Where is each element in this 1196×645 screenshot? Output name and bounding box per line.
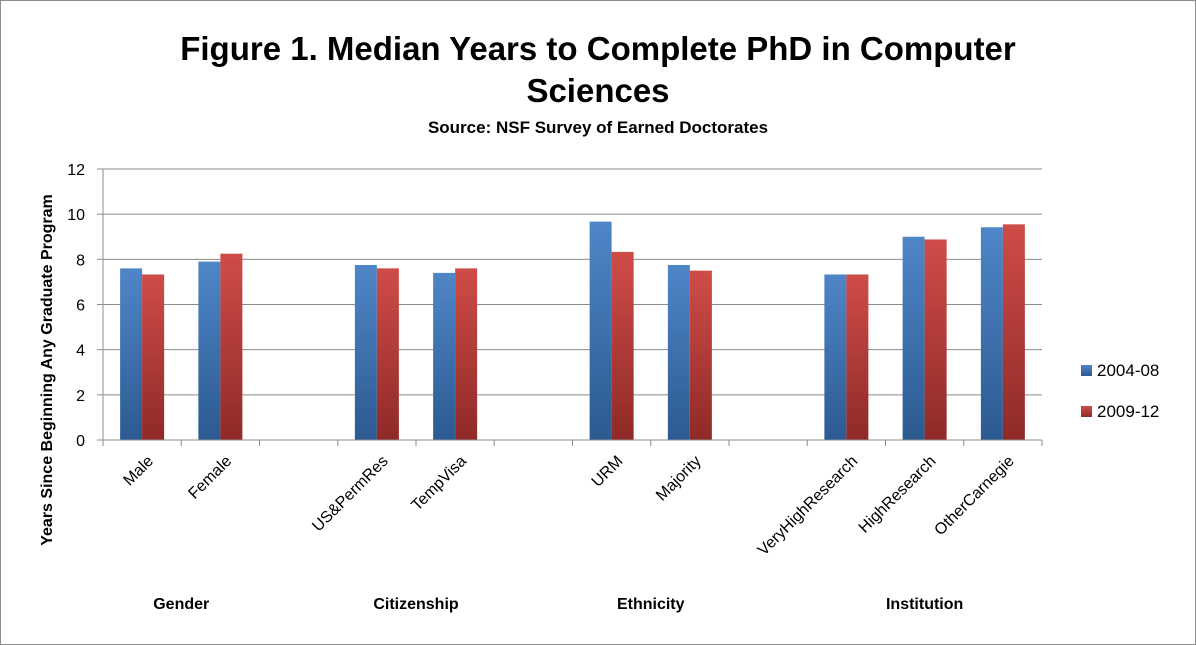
x-category-label: OtherCarnegie xyxy=(931,453,1017,539)
x-category-label: Female xyxy=(185,453,235,503)
bar-2004-08-HighResearch xyxy=(902,236,925,440)
bar-2009-12-HighResearch xyxy=(924,239,947,440)
legend-swatch xyxy=(1081,365,1092,376)
y-tick-label: 8 xyxy=(76,252,85,269)
group-label: Citizenship xyxy=(373,596,459,613)
x-category-label: Male xyxy=(120,453,157,490)
y-tick-label: 10 xyxy=(67,207,85,224)
chart-title-line-1: Figure 1. Median Years to Complete PhD i… xyxy=(180,30,1016,67)
x-category-labels: Male Female US&PermRes TempVisa URM Majority V… xyxy=(120,453,1017,559)
y-tick-label: 0 xyxy=(76,433,85,450)
bar-2009-12-OtherCarnegie xyxy=(1002,224,1025,440)
bar-2009-12-TempVisa xyxy=(455,268,478,440)
chart-title-line-2: Sciences xyxy=(526,72,670,109)
bar-2009-12-URM xyxy=(611,251,634,440)
y-axis-title: Years Since Beginning Any Graduate Progr… xyxy=(39,194,56,546)
x-category-label: URM xyxy=(589,453,627,491)
legend-swatch xyxy=(1081,406,1092,417)
x-category-label: HighResearch xyxy=(856,453,940,537)
bar-2009-12-Male xyxy=(142,274,165,440)
legend-label: 2009-12 xyxy=(1097,402,1159,421)
bar-2004-08-Majority xyxy=(667,264,690,440)
chart-subtitle: Source: NSF Survey of Earned Doctorates xyxy=(427,118,769,137)
legend: 2004-08 2009-12 xyxy=(1081,361,1159,421)
x-category-label: TempVisa xyxy=(408,453,470,515)
axes xyxy=(97,168,1043,446)
bar-2004-08-URM xyxy=(589,221,612,440)
group-label: Gender xyxy=(153,596,209,613)
y-tick-label: 2 xyxy=(76,388,85,405)
bar-2004-08-VeryHighResearch xyxy=(824,274,847,440)
gridlines xyxy=(103,168,1042,396)
chart-title: Figure 1. Median Years to Complete PhD i… xyxy=(0,28,1196,112)
legend-label: 2004-08 xyxy=(1097,361,1159,380)
bar-2009-12-VeryHighResearch xyxy=(846,274,869,440)
y-tick-label: 4 xyxy=(76,343,85,360)
x-category-label: Majority xyxy=(653,453,705,505)
x-category-label: US&PermRes xyxy=(309,453,391,535)
bar-2009-12-US&PermRes xyxy=(376,268,399,440)
y-tick-label: 6 xyxy=(76,298,85,315)
group-label: Institution xyxy=(886,596,963,613)
bar-2004-08-OtherCarnegie xyxy=(980,227,1003,440)
x-category-label: VeryHighResearch xyxy=(755,453,861,559)
y-tick-labels: 0 2 4 6 8 10 12 xyxy=(67,162,85,450)
bar-2004-08-US&PermRes xyxy=(354,264,377,440)
group-label: Ethnicity xyxy=(617,596,685,613)
bar-2004-08-Female xyxy=(198,261,221,440)
group-labels: Gender Citizenship Ethnicity Institution xyxy=(153,596,963,613)
y-tick-label: 12 xyxy=(67,162,85,179)
bars xyxy=(120,221,1025,440)
bar-2009-12-Female xyxy=(220,253,243,440)
bar-2004-08-Male xyxy=(120,268,143,440)
bar-2009-12-Majority xyxy=(689,270,712,440)
bar-2004-08-TempVisa xyxy=(433,272,456,440)
